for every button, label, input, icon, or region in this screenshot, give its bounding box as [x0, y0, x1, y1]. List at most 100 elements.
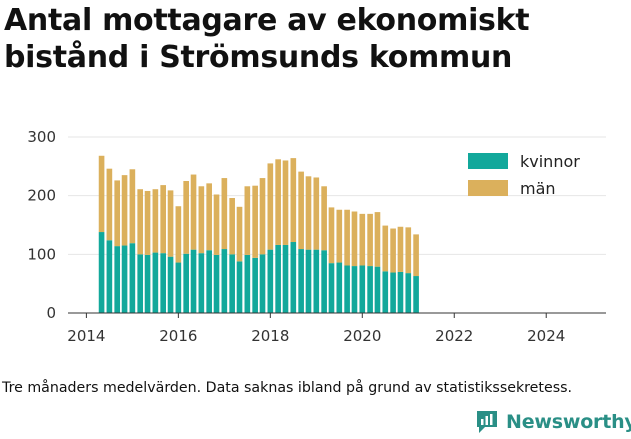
- bar-kvinnor: [137, 254, 144, 313]
- brand-logo: Newsworthy: [474, 407, 631, 437]
- bar-man: [374, 212, 381, 267]
- y-tick-label: 0: [46, 304, 56, 322]
- bar-man: [397, 226, 404, 272]
- bar-kvinnor: [213, 254, 220, 313]
- bar-kvinnor: [114, 246, 121, 313]
- bar-man: [275, 159, 281, 245]
- bar-man: [390, 228, 396, 273]
- x-tick-label: 2018: [251, 327, 289, 345]
- x-tick-label: 2016: [159, 327, 197, 345]
- bar-man: [198, 186, 205, 254]
- x-tick-label: 2014: [67, 327, 105, 345]
- bar-man: [336, 209, 343, 263]
- bar-kvinnor: [183, 253, 189, 313]
- bar-kvinnor: [390, 272, 396, 313]
- bar-man: [290, 158, 297, 243]
- y-tick-label: 300: [27, 128, 56, 146]
- bar-kvinnor: [236, 261, 243, 313]
- bar-kvinnor: [305, 249, 312, 313]
- bar-man: [282, 160, 289, 245]
- bar-man: [313, 177, 320, 250]
- bar-kvinnor: [367, 266, 373, 313]
- bar-kvinnor: [313, 249, 320, 313]
- bar-man: [236, 206, 243, 262]
- bar-kvinnor: [229, 254, 235, 313]
- bar-man: [152, 189, 159, 253]
- bars: [98, 155, 419, 313]
- bar-man: [413, 234, 419, 277]
- bar-man: [351, 211, 358, 267]
- bar-man: [229, 198, 235, 255]
- bar-man: [183, 181, 189, 254]
- bar-kvinnor: [160, 253, 166, 313]
- bar-man: [144, 190, 151, 255]
- bar-kvinnor: [397, 271, 404, 313]
- bar-man: [367, 213, 373, 267]
- x-tick-label: 2022: [435, 327, 473, 345]
- bar-kvinnor: [152, 252, 159, 313]
- bar-kvinnor: [98, 232, 105, 313]
- brand-name: Newsworthy: [506, 411, 631, 433]
- bar-kvinnor: [190, 249, 197, 313]
- bar-man: [190, 174, 197, 250]
- y-tick-label: 100: [27, 245, 56, 263]
- caption: Tre månaders medelvärden. Data saknas ib…: [2, 380, 572, 396]
- bar-kvinnor: [167, 256, 174, 313]
- bar-kvinnor: [290, 242, 297, 313]
- legend-swatch-man: [468, 180, 508, 196]
- bar-kvinnor: [144, 254, 151, 313]
- bar-man: [305, 176, 312, 250]
- bar-man: [175, 206, 182, 263]
- bar-man: [129, 169, 136, 244]
- bar-kvinnor: [121, 245, 128, 313]
- bar-kvinnor: [298, 249, 304, 313]
- newsworthy-logo-icon: [477, 411, 497, 433]
- bar-man: [160, 185, 166, 254]
- x-tick-label: 2024: [527, 327, 565, 345]
- bar-kvinnor: [206, 250, 212, 313]
- bar-kvinnor: [405, 273, 412, 313]
- x-tick-label: 2020: [343, 327, 381, 345]
- bar-kvinnor: [267, 249, 274, 313]
- bar-kvinnor: [198, 253, 205, 313]
- legend-label-man: män: [520, 179, 556, 198]
- bar-man: [321, 186, 327, 251]
- bar-kvinnor: [282, 244, 289, 313]
- bar-kvinnor: [344, 265, 350, 313]
- bar-man: [244, 186, 251, 255]
- bar-kvinnor: [413, 276, 419, 313]
- bar-kvinnor: [275, 244, 281, 313]
- bar-man: [259, 178, 266, 255]
- bar-kvinnor: [382, 271, 389, 313]
- bar-man: [344, 209, 350, 266]
- bar-man: [114, 180, 121, 247]
- bar-man: [121, 175, 128, 246]
- bar-kvinnor: [129, 243, 136, 313]
- bar-man: [206, 183, 212, 251]
- bar-kvinnor: [259, 254, 266, 313]
- legend-swatch-kvinnor: [468, 153, 508, 169]
- bar-kvinnor: [351, 266, 358, 313]
- bar-man: [221, 178, 228, 250]
- bar-man: [359, 213, 366, 266]
- bar-kvinnor: [106, 240, 113, 313]
- x-axis-ticks: 2014 2016 2018 2020 2022 2024: [67, 313, 565, 345]
- y-tick-label: 200: [27, 187, 56, 205]
- bar-man: [267, 163, 274, 250]
- bar-man: [382, 225, 389, 272]
- bar-man: [252, 185, 258, 258]
- bar-man: [213, 194, 220, 255]
- bar-man: [137, 189, 144, 255]
- bar-man: [98, 155, 105, 233]
- legend: kvinnor män: [468, 152, 580, 198]
- y-axis-ticks: 0 100 200 300: [27, 128, 56, 322]
- bar-kvinnor: [244, 254, 251, 313]
- bar-kvinnor: [374, 266, 381, 313]
- bar-kvinnor: [336, 262, 343, 313]
- bar-kvinnor: [252, 257, 258, 313]
- bar-kvinnor: [221, 249, 228, 313]
- bar-man: [106, 168, 113, 241]
- chart-title: Antal mottagare av ekonomiskt bistånd i …: [4, 3, 530, 75]
- bar-kvinnor: [175, 262, 182, 313]
